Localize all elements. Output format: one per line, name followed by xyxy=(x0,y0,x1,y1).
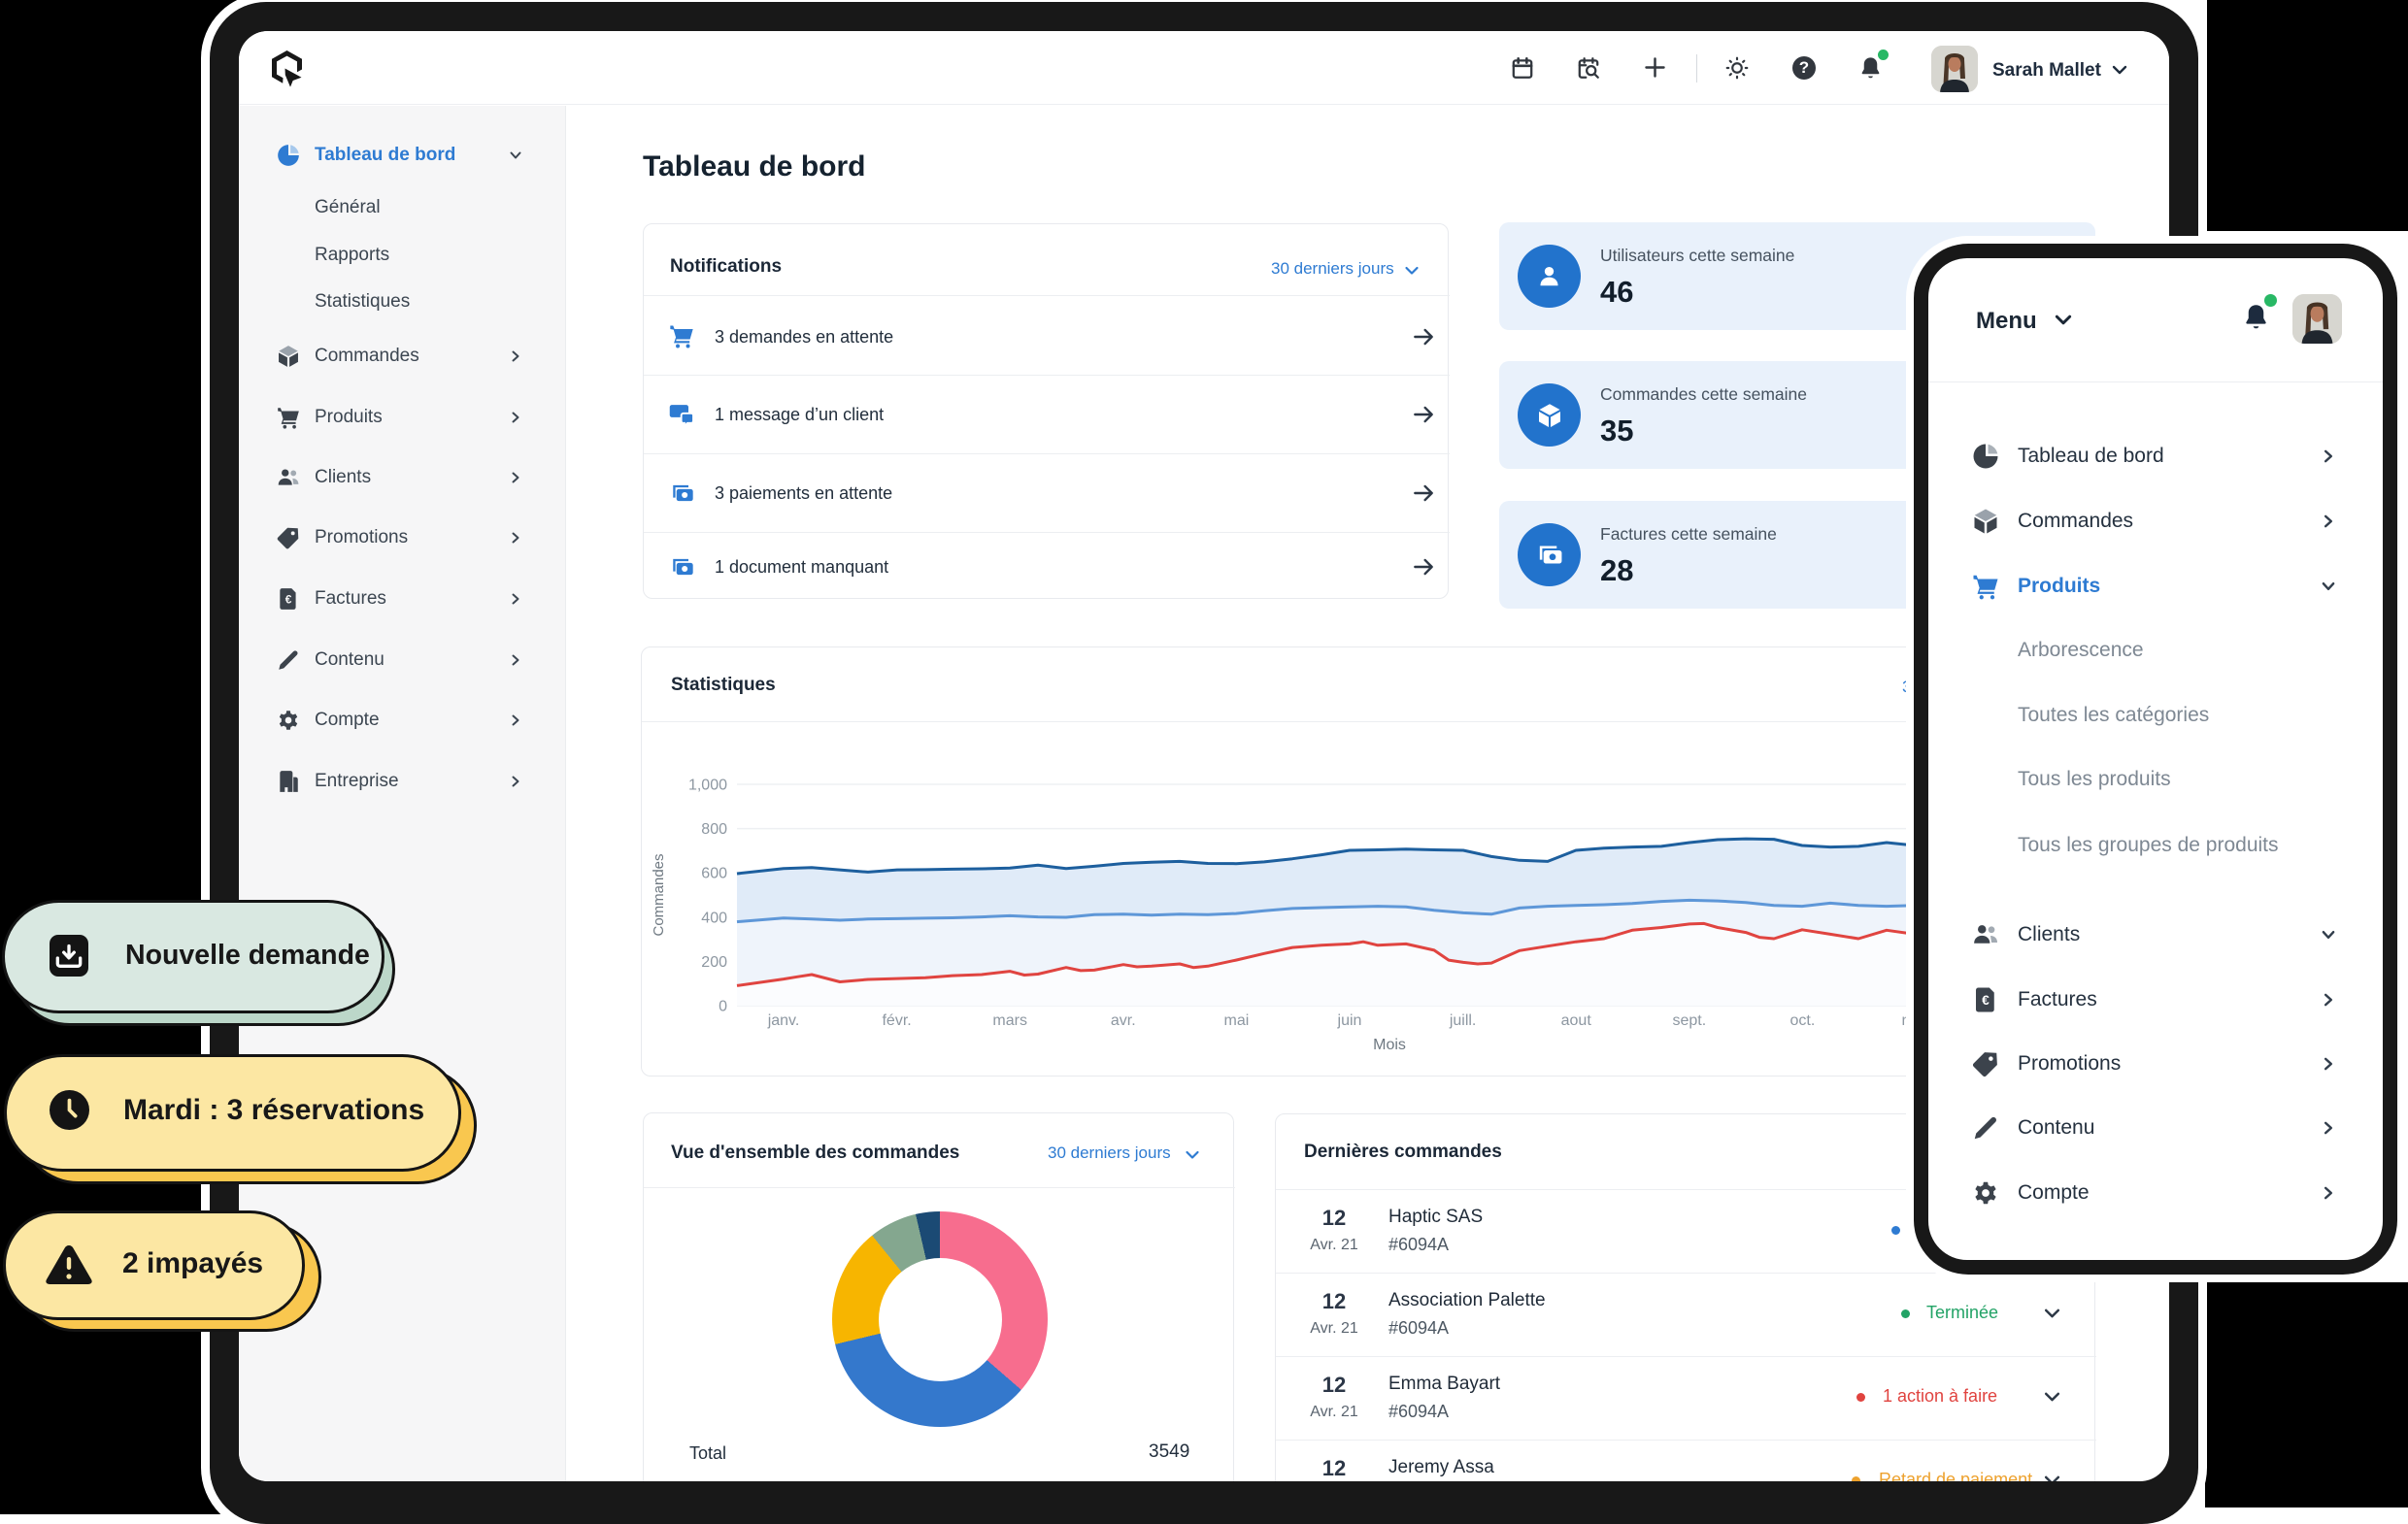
svg-text:juill.: juill. xyxy=(1449,1012,1477,1029)
svg-text:400: 400 xyxy=(701,910,727,926)
svg-text:sept.: sept. xyxy=(1672,1012,1706,1029)
svg-text:Commandes: Commandes xyxy=(651,853,667,936)
svg-text:Mois: Mois xyxy=(1373,1037,1406,1053)
svg-text:800: 800 xyxy=(701,821,727,838)
svg-text:200: 200 xyxy=(701,954,727,971)
svg-text:€: € xyxy=(285,592,292,606)
svg-text:févr.: févr. xyxy=(882,1012,911,1029)
svg-text:mars: mars xyxy=(992,1012,1027,1029)
svg-text:mai: mai xyxy=(1224,1012,1250,1029)
svg-text:juin: juin xyxy=(1337,1012,1362,1029)
svg-text:0: 0 xyxy=(719,999,727,1015)
svg-text:janv.: janv. xyxy=(767,1012,800,1029)
svg-text:1,000: 1,000 xyxy=(688,778,727,794)
svg-text:€: € xyxy=(1982,993,1990,1008)
svg-text:avr.: avr. xyxy=(1111,1012,1136,1029)
svg-text:oct.: oct. xyxy=(1790,1012,1816,1029)
svg-text:600: 600 xyxy=(701,866,727,882)
svg-text:aout: aout xyxy=(1561,1012,1592,1029)
